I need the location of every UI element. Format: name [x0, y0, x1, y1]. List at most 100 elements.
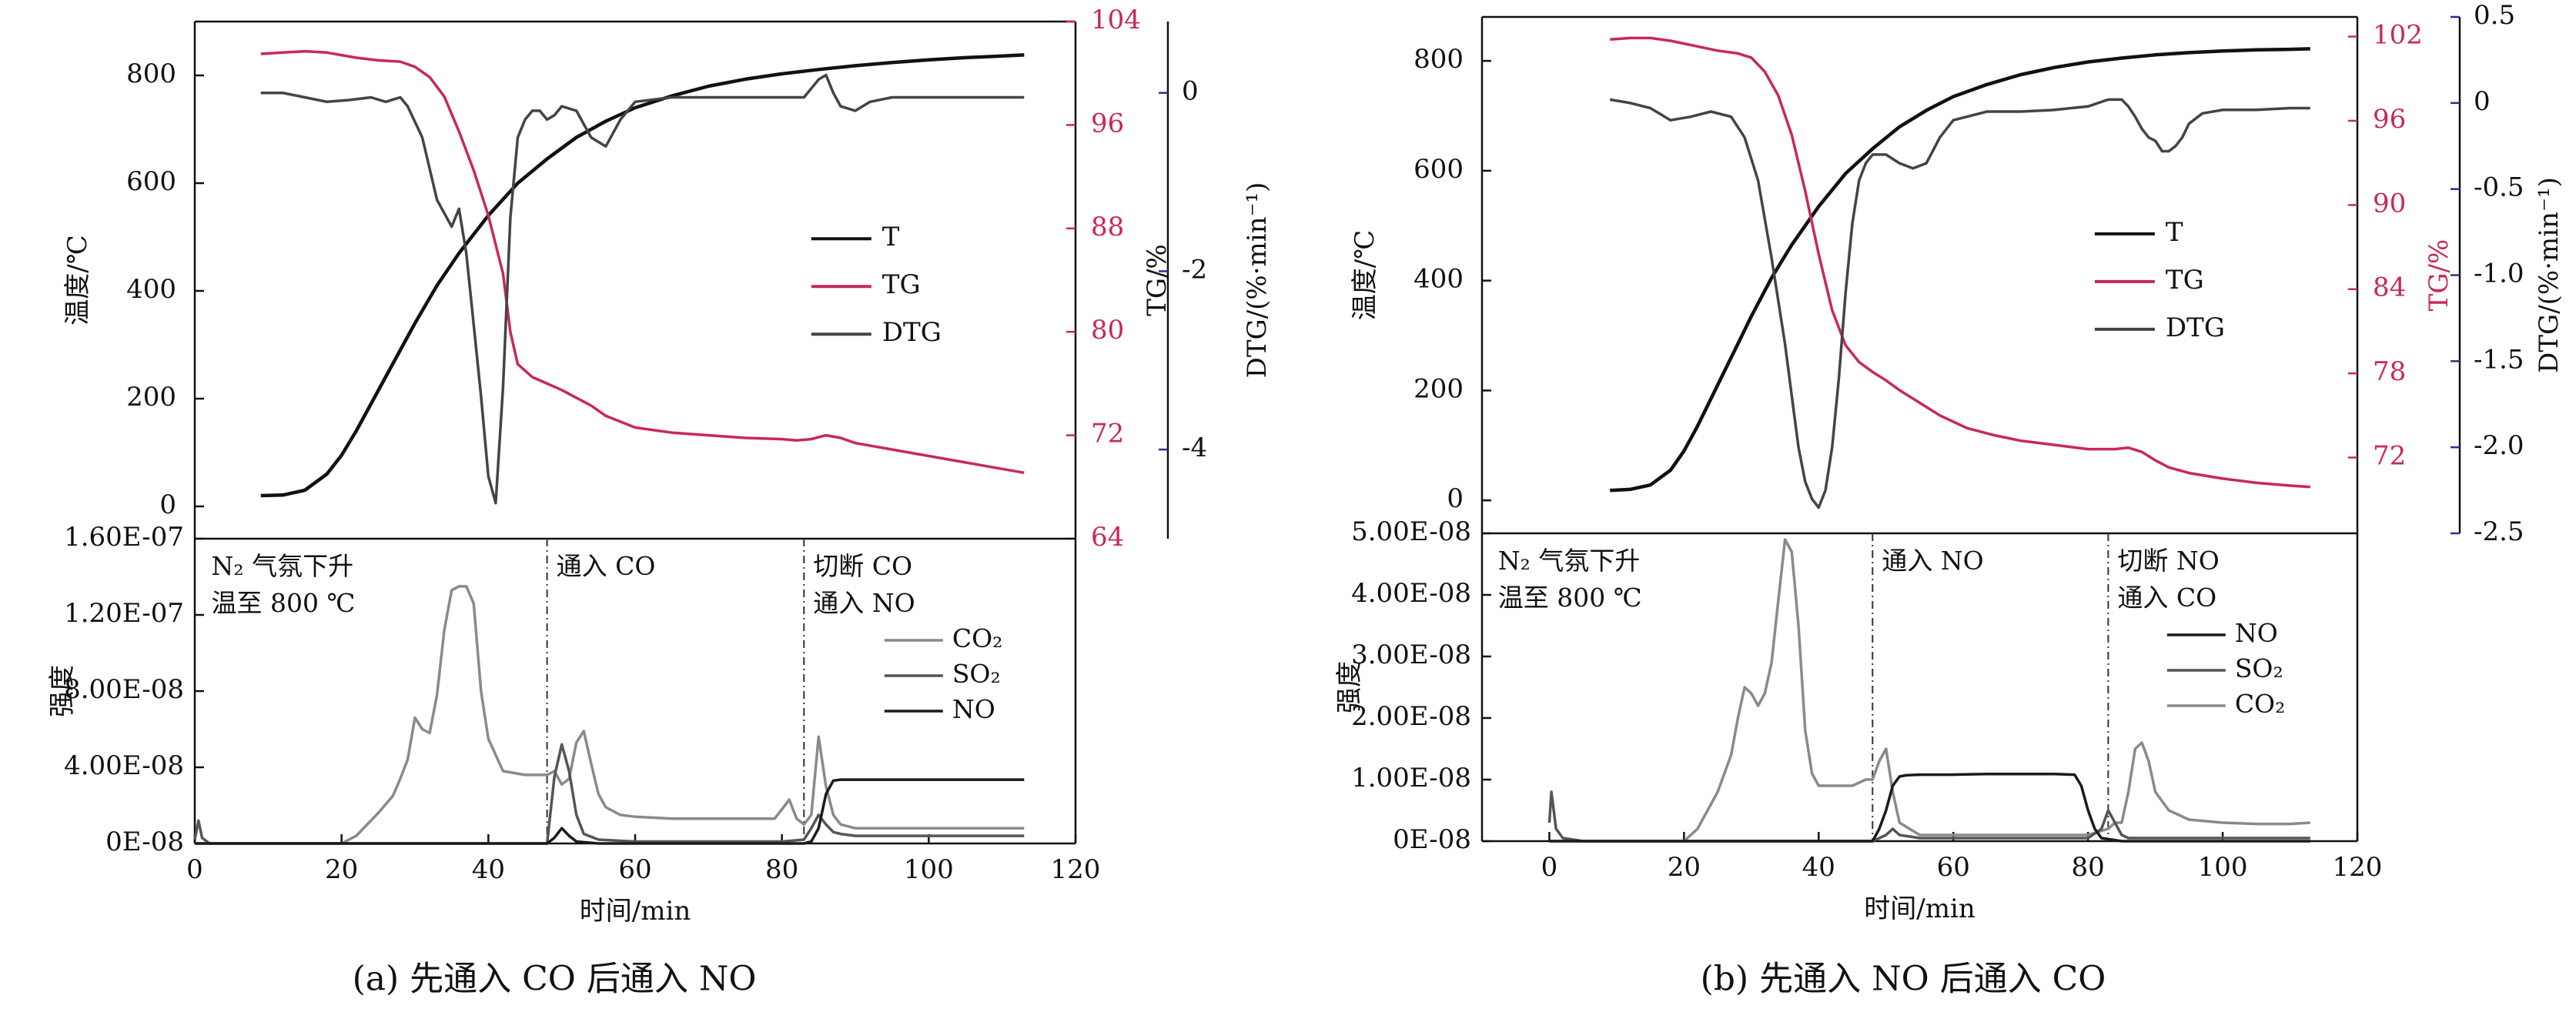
stage-annotation: N₂ 气氛下升: [1498, 546, 1641, 576]
figure-caption: (a) 先通入 CO 后通入 NO: [353, 960, 757, 999]
tg-tick-label: 64: [1091, 522, 1124, 553]
ms-y-tick-label: 1.20E-07: [64, 598, 184, 629]
temp-tick-label: 600: [1413, 154, 1464, 185]
x-tick-label: 80: [765, 854, 798, 885]
ms-y-tick-label: 4.00E-08: [64, 750, 184, 781]
figure-caption: (b) 先通入 NO 后通入 CO: [1701, 960, 2106, 999]
ms-legend-label: SO₂: [2235, 653, 2283, 683]
series-no-line: [1549, 773, 2310, 843]
x-tick-label: 0: [186, 854, 203, 885]
x-tick-label: 80: [2072, 852, 2105, 883]
legend-label-dtg: DTG: [882, 317, 942, 348]
ms-y-tick-label: 0E-08: [1393, 824, 1471, 855]
ms-legend-label: CO₂: [2235, 689, 2286, 719]
ms-y-tick-label: 5.00E-08: [1351, 516, 1471, 547]
temperature-axis-label: 温度/℃: [1350, 230, 1380, 321]
series-co2-line: [1549, 538, 2310, 843]
dtg-tick-label: -2: [1182, 254, 1207, 285]
tg-tick-label: 96: [1091, 108, 1124, 139]
temp-tick-label: 200: [126, 382, 176, 412]
series-tg-line: [260, 49, 1025, 475]
dtg-tick-label: -4: [1182, 433, 1207, 463]
series-no-line: [195, 778, 1025, 845]
legend-label-t: T: [882, 222, 900, 252]
ms-legend-label: CO₂: [952, 623, 1003, 653]
intensity-axis-label: 强度: [47, 665, 78, 717]
tg-tick-label: 84: [2373, 272, 2406, 303]
x-tick-label: 40: [1802, 852, 1835, 883]
dtg-tick-label: 0: [2474, 86, 2491, 117]
series-dtg-line: [1609, 98, 2310, 509]
legend-label-tg: TG: [882, 269, 921, 300]
dtg-axis-label: DTG/(%·min⁻¹): [2534, 177, 2564, 373]
temp-tick-label: 200: [1413, 373, 1464, 404]
stage-annotation: 通入 CO: [557, 551, 656, 581]
series-tg-line: [1610, 36, 2310, 489]
series-t-line: [260, 53, 1025, 498]
dtg-tick-label: -1.0: [2474, 259, 2524, 289]
ms-y-tick-label: 8.00E-08: [64, 674, 184, 705]
series-dtg-line: [260, 73, 1025, 505]
x-tick-label: 120: [2333, 852, 2383, 883]
x-axis-label: 时间/min: [1864, 893, 1975, 924]
stage-annotation: 通入 NO: [813, 588, 915, 618]
stage-annotation: 温至 800 ℃: [212, 588, 356, 618]
stage-annotation: 切断 NO: [2117, 546, 2219, 576]
tg-tick-label: 96: [2373, 104, 2406, 135]
tg-tick-label: 104: [1091, 5, 1141, 35]
ms-legend-label: NO: [2235, 618, 2278, 648]
x-tick-label: 20: [1668, 852, 1701, 883]
chart-b: 02004006008007278849096102-2.5-2.0-1.5-1…: [1334, 0, 2564, 999]
ms-y-tick-label: 2.00E-08: [1351, 701, 1471, 732]
x-tick-label: 40: [472, 854, 505, 885]
series-t-line: [1610, 47, 2310, 493]
temperature-axis-label: 温度/℃: [62, 235, 93, 326]
stage-annotation: 温至 800 ℃: [1498, 583, 1642, 613]
x-tick-label: 0: [1541, 852, 1558, 883]
tg-axis-label: TG/%: [1142, 244, 1173, 316]
ms-y-tick-label: 1.00E-08: [1351, 763, 1471, 793]
ms-y-tick-label: 1.60E-07: [64, 522, 184, 553]
ms-y-tick-label: 0E-08: [105, 827, 184, 857]
tg-tick-label: 90: [2373, 188, 2406, 219]
x-tick-label: 60: [1937, 852, 1970, 883]
temp-tick-label: 800: [126, 58, 176, 89]
ms-y-tick-label: 4.00E-08: [1351, 578, 1471, 609]
x-tick-label: 60: [618, 854, 651, 885]
x-tick-label: 100: [2198, 852, 2248, 883]
tg-tick-label: 80: [1091, 315, 1124, 346]
dtg-tick-label: -0.5: [2474, 172, 2524, 203]
x-tick-label: 20: [325, 854, 358, 885]
tg-axis-label: TG/%: [2424, 239, 2454, 312]
temp-tick-label: 800: [1413, 44, 1464, 75]
dtg-tick-label: -2.5: [2474, 516, 2524, 547]
tg-tick-label: 102: [2373, 20, 2423, 51]
stage-annotation: 切断 CO: [813, 551, 912, 581]
x-axis-label: 时间/min: [580, 896, 691, 927]
stage-annotation: N₂ 气氛下升: [212, 551, 354, 581]
tg-tick-label: 72: [2373, 441, 2406, 472]
ms-y-tick-label: 3.00E-08: [1351, 640, 1471, 670]
legend-label-t: T: [2166, 217, 2183, 248]
tg-tick-label: 72: [1091, 419, 1124, 449]
x-tick-label: 100: [904, 854, 954, 885]
dtg-tick-label: -1.5: [2474, 344, 2524, 375]
legend-label-dtg: DTG: [2166, 312, 2225, 343]
ms-legend-label: SO₂: [952, 659, 1001, 689]
tg-tick-label: 78: [2373, 356, 2406, 387]
temp-tick-label: 0: [1447, 483, 1464, 514]
temp-tick-label: 600: [126, 166, 176, 197]
dtg-tick-label: 0: [1182, 76, 1199, 107]
temp-tick-label: 400: [1413, 264, 1464, 295]
stage-annotation: 通入 CO: [2117, 583, 2216, 613]
x-tick-label: 120: [1051, 854, 1101, 885]
dtg-axis-label: DTG/(%·min⁻¹): [1242, 182, 1273, 379]
tg-tick-label: 88: [1091, 212, 1124, 242]
intensity-axis-label: 强度: [1334, 661, 1365, 713]
temp-tick-label: 0: [159, 489, 176, 520]
dtg-tick-label: -2.0: [2474, 430, 2524, 461]
series-co2-line: [195, 585, 1025, 845]
stage-annotation: 通入 NO: [1882, 546, 1983, 576]
